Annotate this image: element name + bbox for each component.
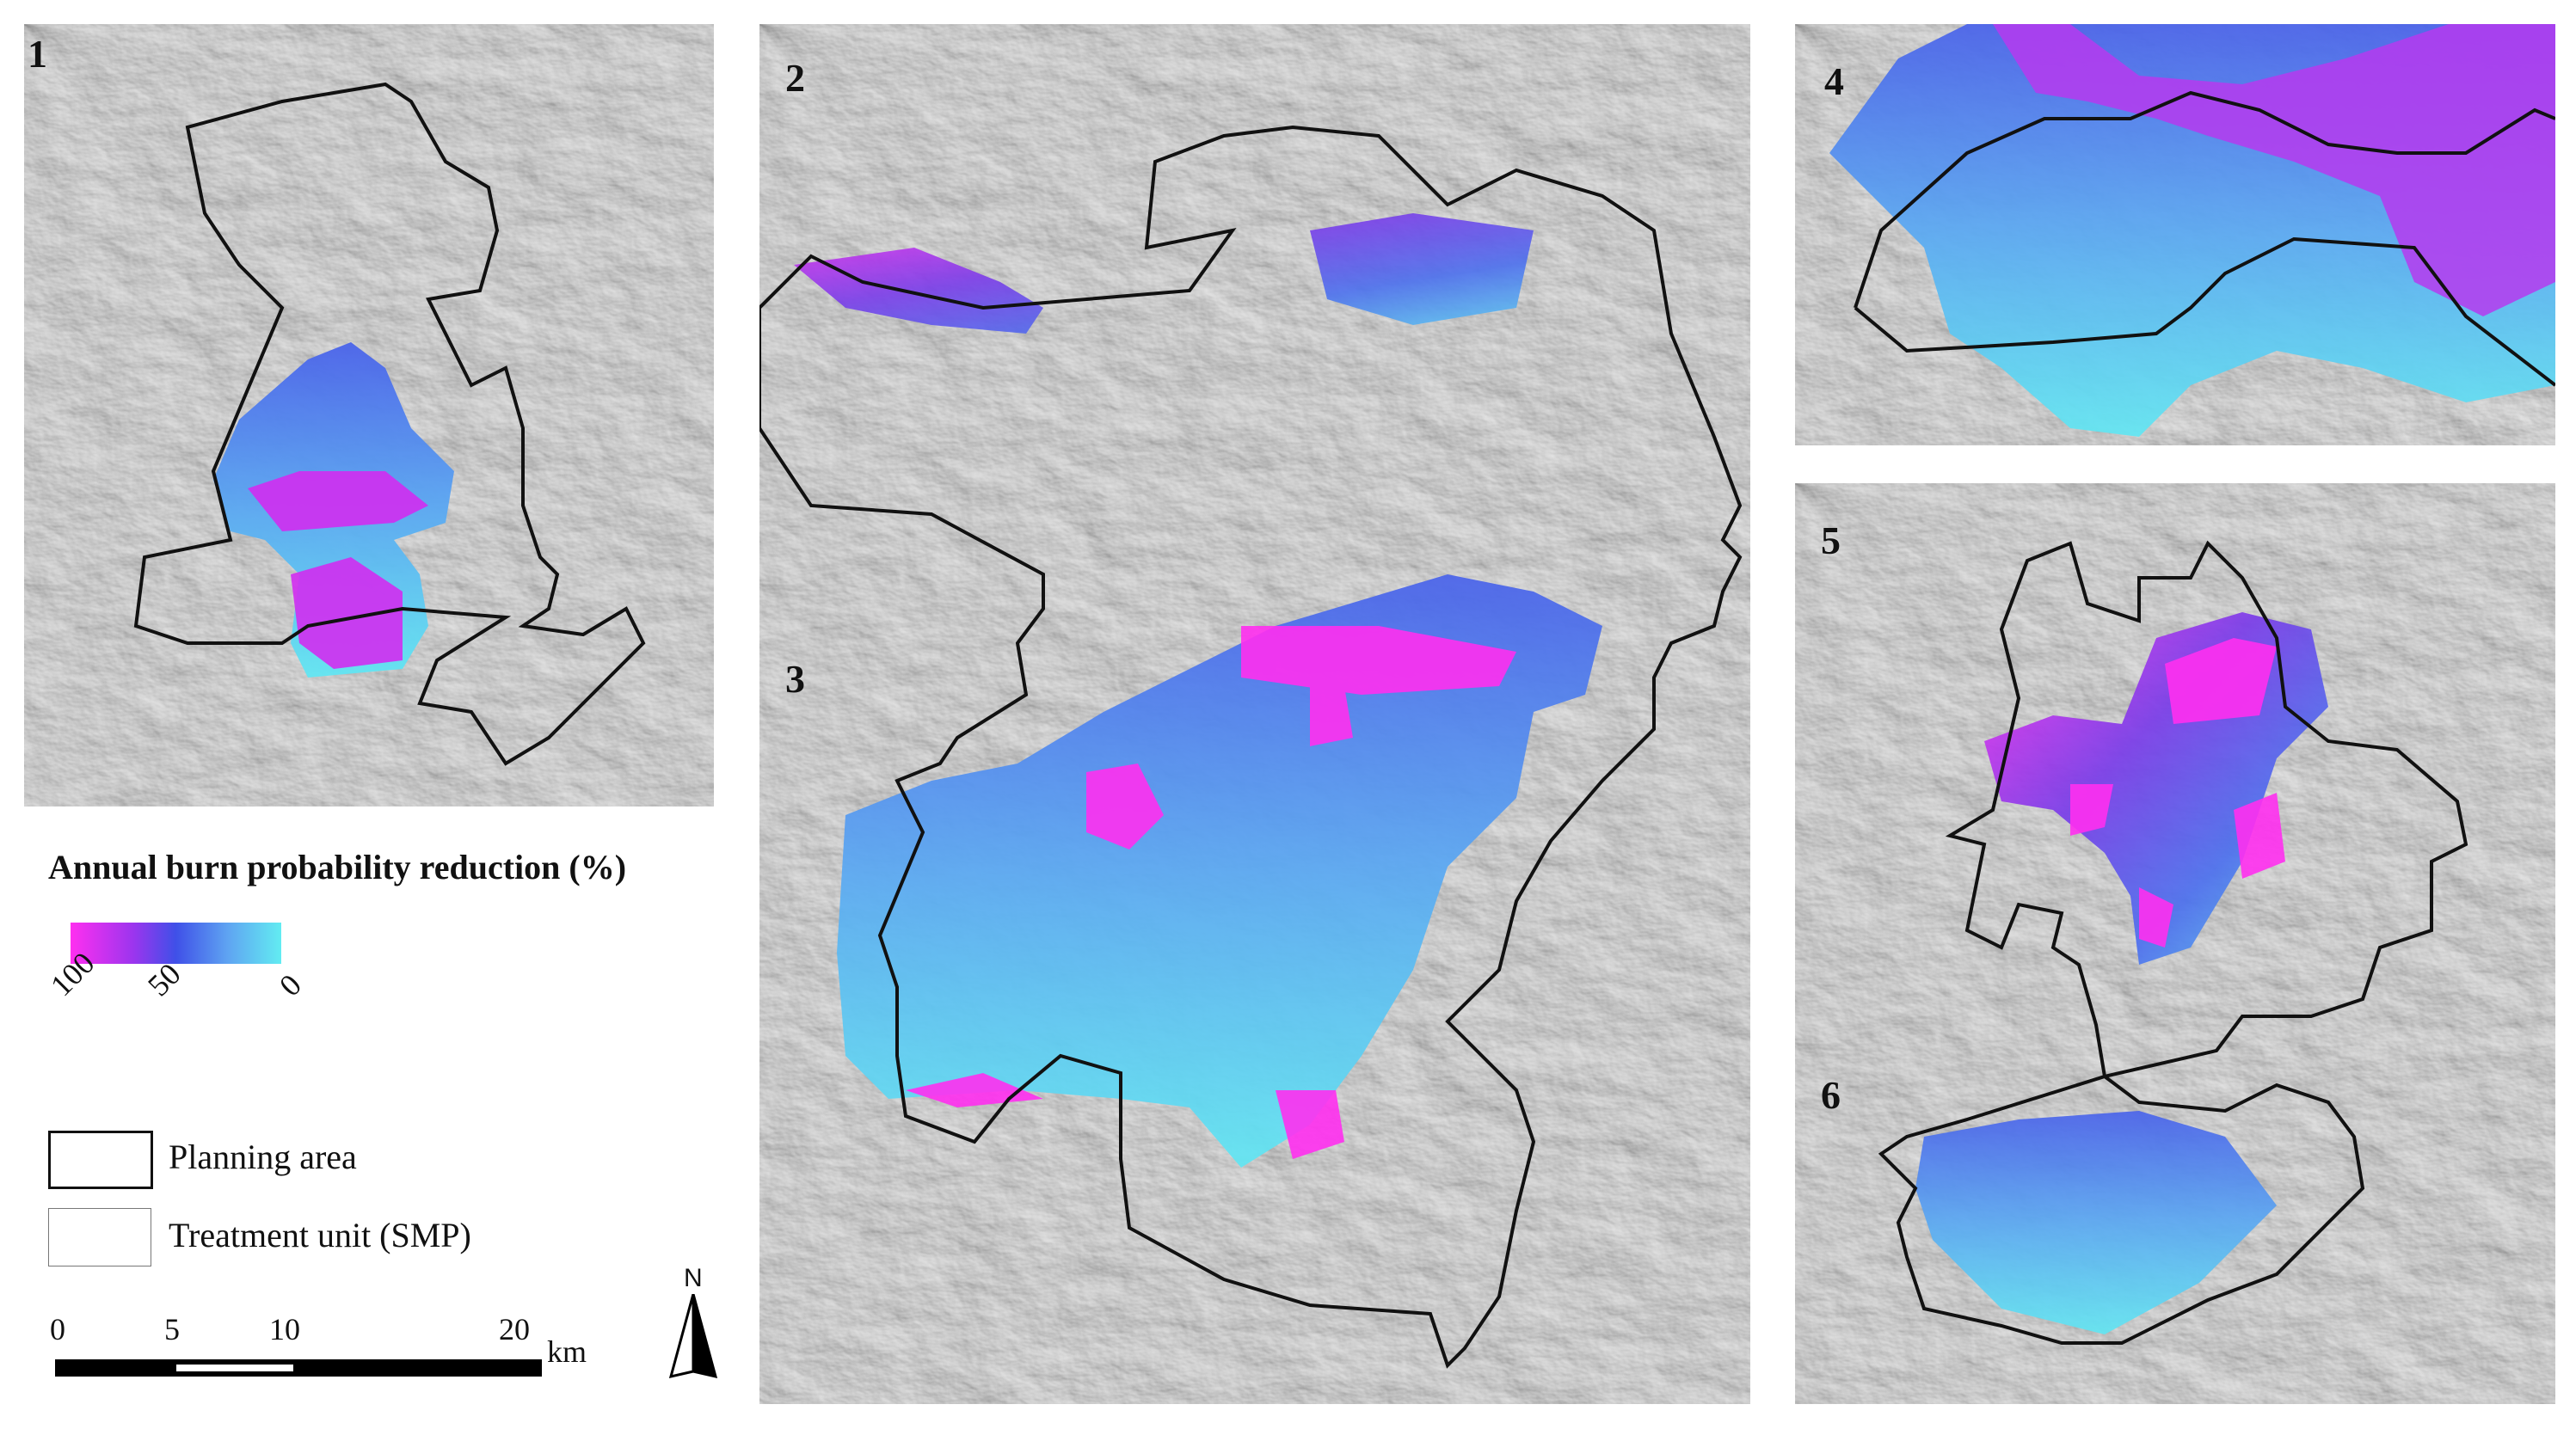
map-panel-1-canvas <box>24 24 714 806</box>
panel-label-3: 3 <box>785 657 805 701</box>
scale-unit: km <box>547 1334 587 1369</box>
high-reduction-area <box>906 626 1516 1159</box>
planning-area-symbol <box>48 1131 153 1189</box>
burn-reduction-area-south <box>1915 1111 2277 1334</box>
ramp-tick-0: 0 <box>273 967 309 1003</box>
panel-label-4: 4 <box>1824 59 1844 103</box>
planning-area-boundary <box>759 125 1743 1369</box>
burn-reduction-area-south <box>837 574 1602 1168</box>
high-reduction-area <box>1993 24 2555 316</box>
map-panel-4: 4 <box>1795 24 2555 445</box>
scale-tick-10: 10 <box>269 1312 300 1346</box>
map-panel-4-canvas <box>1795 24 2555 445</box>
high-reduction-area <box>248 471 428 669</box>
treatment-unit-label: Treatment unit (SMP) <box>169 1216 471 1254</box>
scale-bar <box>55 1359 542 1377</box>
map-panel-5-6-canvas <box>1795 483 2555 1404</box>
color-ramp <box>71 923 281 964</box>
map-panel-1: 1 <box>24 24 714 806</box>
scale-tick-5: 5 <box>164 1312 180 1346</box>
planning-area-label: Planning area <box>169 1138 357 1176</box>
scale-tick-20: 20 <box>499 1312 530 1346</box>
scale-bar-white-segment <box>176 1365 293 1371</box>
planning-area-boundary <box>1854 90 2555 387</box>
panel-label-2: 2 <box>785 56 805 100</box>
map-panel-2-3-canvas <box>759 24 1750 1404</box>
high-reduction-area <box>2070 638 2285 948</box>
treatment-unit-symbol <box>48 1208 151 1266</box>
legend-title: Annual burn probability reduction (%) <box>48 848 627 886</box>
north-label: N <box>684 1264 703 1292</box>
panel-label-5: 5 <box>1821 518 1841 562</box>
panel-label-6: 6 <box>1821 1073 1841 1117</box>
map-panel-5-6: 5 6 <box>1795 483 2555 1404</box>
planning-area-boundary <box>133 82 646 766</box>
planning-area-boundary <box>1878 540 2468 1345</box>
burn-reduction-area-north <box>794 213 1534 334</box>
map-legend: Annual burn probability reduction (%) 10… <box>24 847 729 1397</box>
map-panel-2-3: 2 3 <box>759 24 1750 1404</box>
panel-label-1: 1 <box>28 32 47 76</box>
scale-tick-0: 0 <box>50 1312 65 1346</box>
north-arrow-icon <box>668 1294 718 1379</box>
